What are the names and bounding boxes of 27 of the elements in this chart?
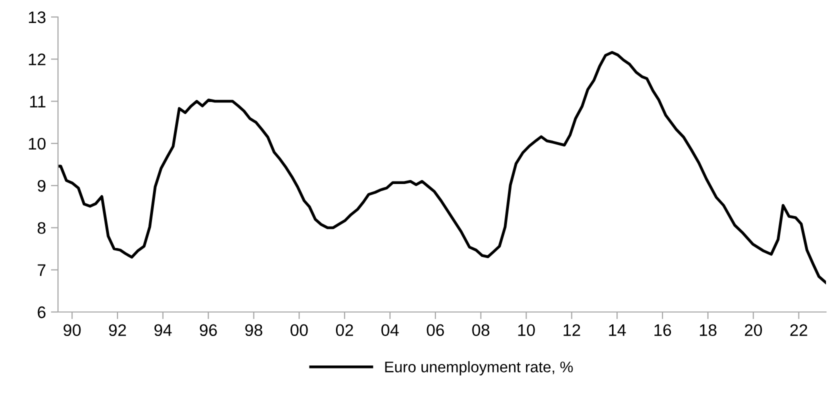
x-tick-label: 08 <box>472 324 490 336</box>
x-tick-label: 20 <box>744 324 762 336</box>
y-tick-label: 13 <box>28 11 46 24</box>
y-tick-label: 8 <box>38 222 46 234</box>
line-series <box>58 51 826 284</box>
x-tick-label: 94 <box>154 324 172 336</box>
x-tick-label: 22 <box>790 324 808 336</box>
x-tick-label: 16 <box>654 324 672 336</box>
y-tick-label: 12 <box>28 54 46 66</box>
x-tick-label: 96 <box>200 324 217 336</box>
y-tick-label: 10 <box>28 138 46 150</box>
y-tick-label: 9 <box>38 180 46 192</box>
x-tick-label: 04 <box>381 324 399 336</box>
x-tick-label: 00 <box>290 324 308 336</box>
x-tick-label: 10 <box>518 324 535 336</box>
x-tick-label: 14 <box>609 324 626 336</box>
x-tick-label: 12 <box>564 324 580 336</box>
y-tick-label: 11 <box>30 96 46 108</box>
y-tick-label: 6 <box>38 306 46 318</box>
x-tick-label: 98 <box>245 324 262 336</box>
x-tick-label: 90 <box>64 324 81 336</box>
x-tick-label: 02 <box>336 324 354 336</box>
legend-label: Euro unemployment rate, % <box>385 361 573 376</box>
x-tick-label: 92 <box>109 324 126 336</box>
x-tick-label: 06 <box>426 324 444 336</box>
y-tick-label: 7 <box>38 264 46 276</box>
x-tick-label: 18 <box>700 324 716 336</box>
